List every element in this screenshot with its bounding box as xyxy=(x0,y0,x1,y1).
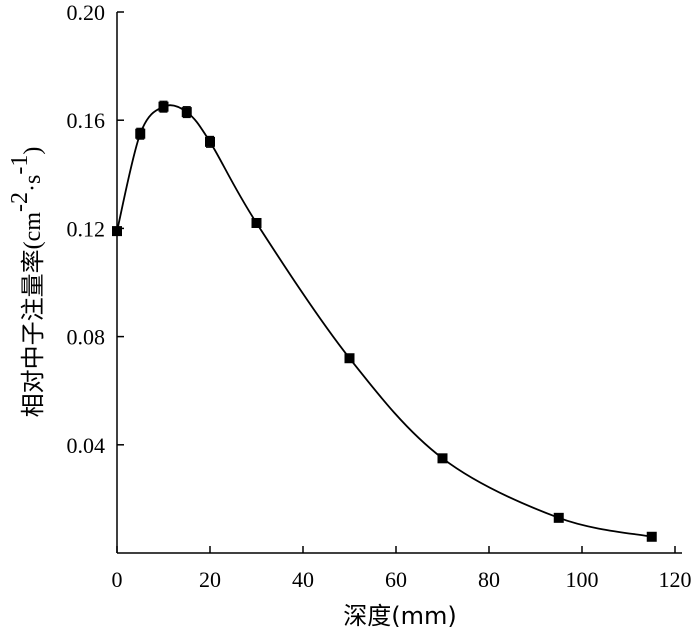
y-axis-unit-close: ) xyxy=(20,147,46,155)
data-point xyxy=(251,217,262,228)
data-point xyxy=(112,226,122,237)
plot-area xyxy=(112,100,657,542)
x-tick-label: 20 xyxy=(199,567,221,592)
fit-curve xyxy=(116,104,652,538)
y-tick-label: 0.04 xyxy=(67,433,106,458)
x-axis-title: 深度(mm) xyxy=(343,602,456,630)
y-tick-label: 0.12 xyxy=(67,216,106,241)
y-axis-unit-exp1: -2 xyxy=(7,192,33,212)
x-tick-label: 40 xyxy=(292,567,314,592)
x-tick-label: 80 xyxy=(478,567,500,592)
data-point xyxy=(181,107,192,118)
data-point xyxy=(205,136,215,147)
data-point xyxy=(646,531,657,542)
data-point xyxy=(437,453,448,464)
axes xyxy=(116,12,682,554)
data-point xyxy=(344,353,355,364)
y-axis-unit-open: (cm xyxy=(20,212,46,250)
x-tick-label: 60 xyxy=(385,567,407,592)
y-axis-title: 相对中子注量率(cm-2·s-1) xyxy=(7,147,48,418)
data-point xyxy=(158,101,169,112)
data-point xyxy=(135,128,146,139)
y-tick-label: 0.16 xyxy=(67,108,106,133)
x-ticks: 0 20 40 60 80 100 120 xyxy=(112,546,692,592)
y-axis-title-text: 相对中子注量率(cm-2·s-1) xyxy=(7,147,48,418)
y-axis-unit-mid: ·s xyxy=(20,175,46,192)
y-axis-title-main: 相对中子注量率 xyxy=(19,249,47,417)
data-point xyxy=(553,512,564,523)
y-ticks: 0.04 0.08 0.12 0.16 0.20 xyxy=(67,0,124,458)
y-tick-label: 0.08 xyxy=(67,325,106,350)
x-tick-label: 0 xyxy=(112,567,123,592)
y-axis-unit-exp2: -1 xyxy=(7,155,33,175)
y-tick-label: 0.20 xyxy=(67,0,106,25)
x-tick-label: 100 xyxy=(566,567,599,592)
x-tick-label: 120 xyxy=(659,567,692,592)
